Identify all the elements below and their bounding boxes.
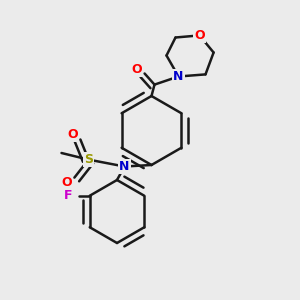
Text: O: O xyxy=(68,128,78,141)
Text: N: N xyxy=(173,70,184,83)
Text: O: O xyxy=(194,29,205,42)
Text: N: N xyxy=(119,160,130,173)
Text: F: F xyxy=(64,189,72,202)
Text: S: S xyxy=(84,153,93,166)
Text: O: O xyxy=(61,176,72,190)
Text: O: O xyxy=(131,63,142,76)
